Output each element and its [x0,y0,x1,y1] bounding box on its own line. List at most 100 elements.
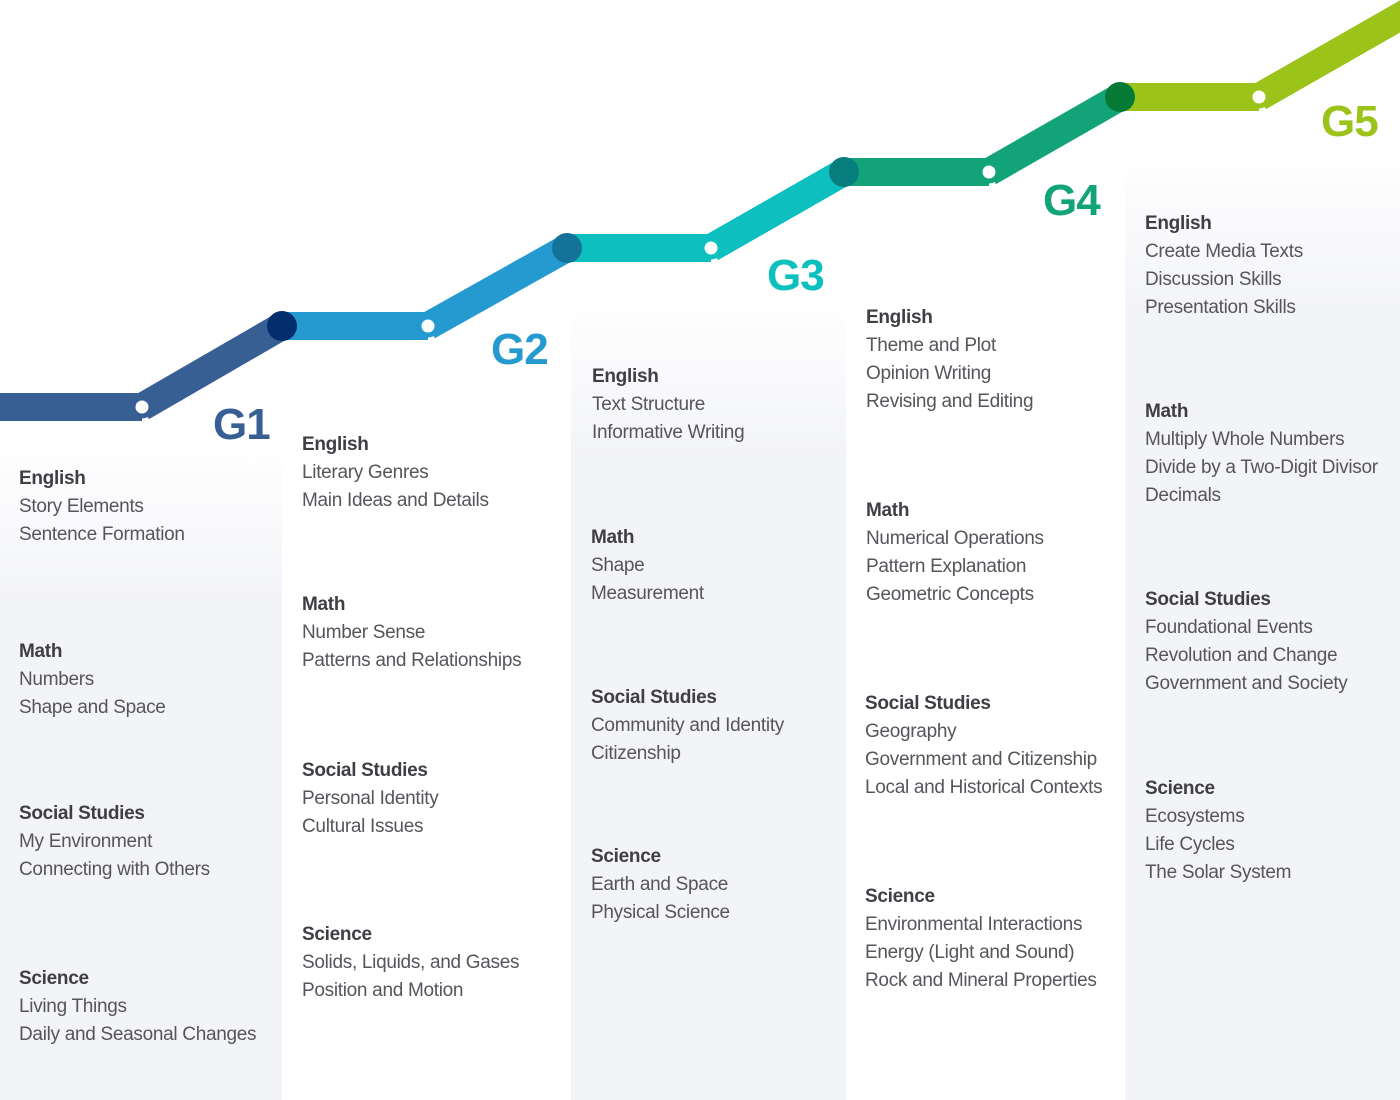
topic-item: Presentation Skills [1145,297,1296,318]
subject-title: Science [19,968,89,989]
topic-item: Energy (Light and Sound) [865,942,1075,963]
grade-label-g4: G4 [1043,176,1101,225]
subject-title: Social Studies [1145,589,1271,610]
subject-block: Social Studies Foundational Events Revol… [1145,586,1394,698]
topic-item: Geography [865,721,957,742]
topic-item: Life Cycles [1145,834,1235,855]
path-joint-g4-g5 [1105,82,1135,112]
subject-title: English [19,468,86,489]
subject-title: Social Studies [302,760,428,781]
topic-item: Create Media Texts [1145,241,1303,262]
topic-item: Physical Science [591,902,730,923]
subject-block: Math Shape Measurement [591,524,840,608]
grade-column-g4: English Theme and Plot Opinion Writing R… [846,222,1125,1100]
subject-title: English [592,366,659,387]
topic-item: Citizenship [591,743,681,764]
topic-item: Shape [591,555,645,576]
topic-item: Opinion Writing [866,363,992,384]
subject-title: Science [1145,778,1215,799]
topic-item: Numbers [19,669,94,690]
subject-block: Science Living Things Daily and Seasonal… [19,965,276,1049]
grade-label-g1: G1 [213,400,271,449]
topic-item: Revolution and Change [1145,645,1338,666]
topic-item: Informative Writing [592,422,745,443]
grade-column-g5: English Create Media Texts Discussion Sk… [1125,150,1400,1100]
topic-item: Position and Motion [302,980,464,1001]
subject-block: English Create Media Texts Discussion Sk… [1145,210,1394,322]
subject-block: English Theme and Plot Opinion Writing R… [866,304,1119,416]
topic-item: Rock and Mineral Properties [865,970,1097,991]
topic-item: Government and Citizenship [865,749,1097,770]
subject-block: English Story Elements Sentence Formatio… [19,465,276,549]
subject-title: Social Studies [865,693,991,714]
topic-item: Text Structure [592,394,706,415]
topic-item: Community and Identity [591,715,784,736]
subject-title: Science [302,924,372,945]
topic-item: Government and Society [1145,673,1348,694]
topic-item: Multiply Whole Numbers [1145,429,1345,450]
subject-block: Math Numerical Operations Pattern Explan… [866,497,1119,609]
topic-item: Local and Historical Contexts [865,777,1103,798]
subject-title: Social Studies [19,803,145,824]
subject-title: Math [19,641,63,662]
topic-item: Number Sense [302,622,426,643]
subject-title: English [1145,213,1212,234]
subject-title: Math [1145,401,1189,422]
topic-item: Measurement [591,583,704,604]
topic-item: Connecting with Others [19,859,210,880]
milestone-marker-g1 [130,395,154,419]
topic-item: Cultural Issues [302,816,424,837]
subject-block: Science Earth and Space Physical Science [591,843,840,927]
topic-item: The Solar System [1145,862,1292,883]
topic-item: Story Elements [19,496,144,517]
subject-title: Social Studies [591,687,717,708]
topic-item: Geometric Concepts [866,584,1034,605]
grade-label-g3: G3 [767,251,825,300]
topic-item: Decimals [1145,485,1221,506]
topic-item: Literary Genres [302,462,429,483]
topic-item: Daily and Seasonal Changes [19,1024,257,1045]
subject-block: Social Studies Geography Government and … [865,690,1119,802]
subject-title: Math [591,527,635,548]
subject-block: Social Studies Community and Identity Ci… [591,684,840,768]
subject-block: Science Environmental Interactions Energ… [865,883,1119,995]
subject-title: Math [866,500,910,521]
topic-item: Environmental Interactions [865,914,1083,935]
subject-block: Math Number Sense Patterns and Relations… [302,591,565,675]
topic-item: Ecosystems [1145,806,1245,827]
grade-column-g2: English Literary Genres Main Ideas and D… [282,372,571,1100]
topic-item: Divide by a Two-Digit Divisor [1145,457,1378,478]
topic-item: Living Things [19,996,127,1017]
path-segment-g2-rise [421,235,574,339]
subject-title: Science [865,886,935,907]
subject-title: Science [591,846,661,867]
subject-block: Math Numbers Shape and Space [19,638,276,722]
subject-title: English [302,434,369,455]
grade-label-g2: G2 [491,325,549,374]
grade-column-g1: English Story Elements Sentence Formatio… [0,440,282,1100]
topic-item: Theme and Plot [866,335,996,356]
topic-item: Sentence Formation [19,524,185,545]
subject-block: Math Multiply Whole Numbers Divide by a … [1145,398,1394,510]
topic-item: Pattern Explanation [866,556,1027,577]
topic-item: Shape and Space [19,697,166,718]
subject-title: English [866,307,933,328]
subject-block: English Text Structure Informative Writi… [592,363,840,447]
milestone-marker-g4 [977,160,1001,184]
path-segment-g1-rise [134,313,290,420]
path-joint-g1-g2 [267,311,297,341]
topic-item: Discussion Skills [1145,269,1282,290]
topic-item: Earth and Space [591,874,729,895]
grade-column-g3: English Text Structure Informative Writi… [571,296,846,1100]
topic-item: My Environment [19,831,153,852]
milestone-marker-g5 [1247,85,1271,109]
topic-item: Patterns and Relationships [302,650,522,671]
milestone-marker-g2 [416,314,440,338]
milestone-marker-g3 [699,236,723,260]
topic-item: Main Ideas and Details [302,490,489,511]
topic-item: Revising and Editing [866,391,1034,412]
subject-block: Science Ecosystems Life Cycles The Solar… [1145,775,1394,887]
path-joint-g2-g3 [552,233,582,263]
path-segment-g5-rise [1252,0,1400,110]
